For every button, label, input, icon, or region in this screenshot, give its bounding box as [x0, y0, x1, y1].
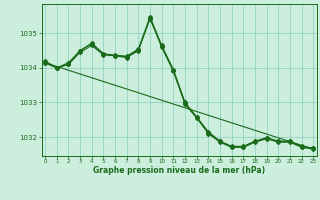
X-axis label: Graphe pression niveau de la mer (hPa): Graphe pression niveau de la mer (hPa) — [93, 166, 265, 175]
